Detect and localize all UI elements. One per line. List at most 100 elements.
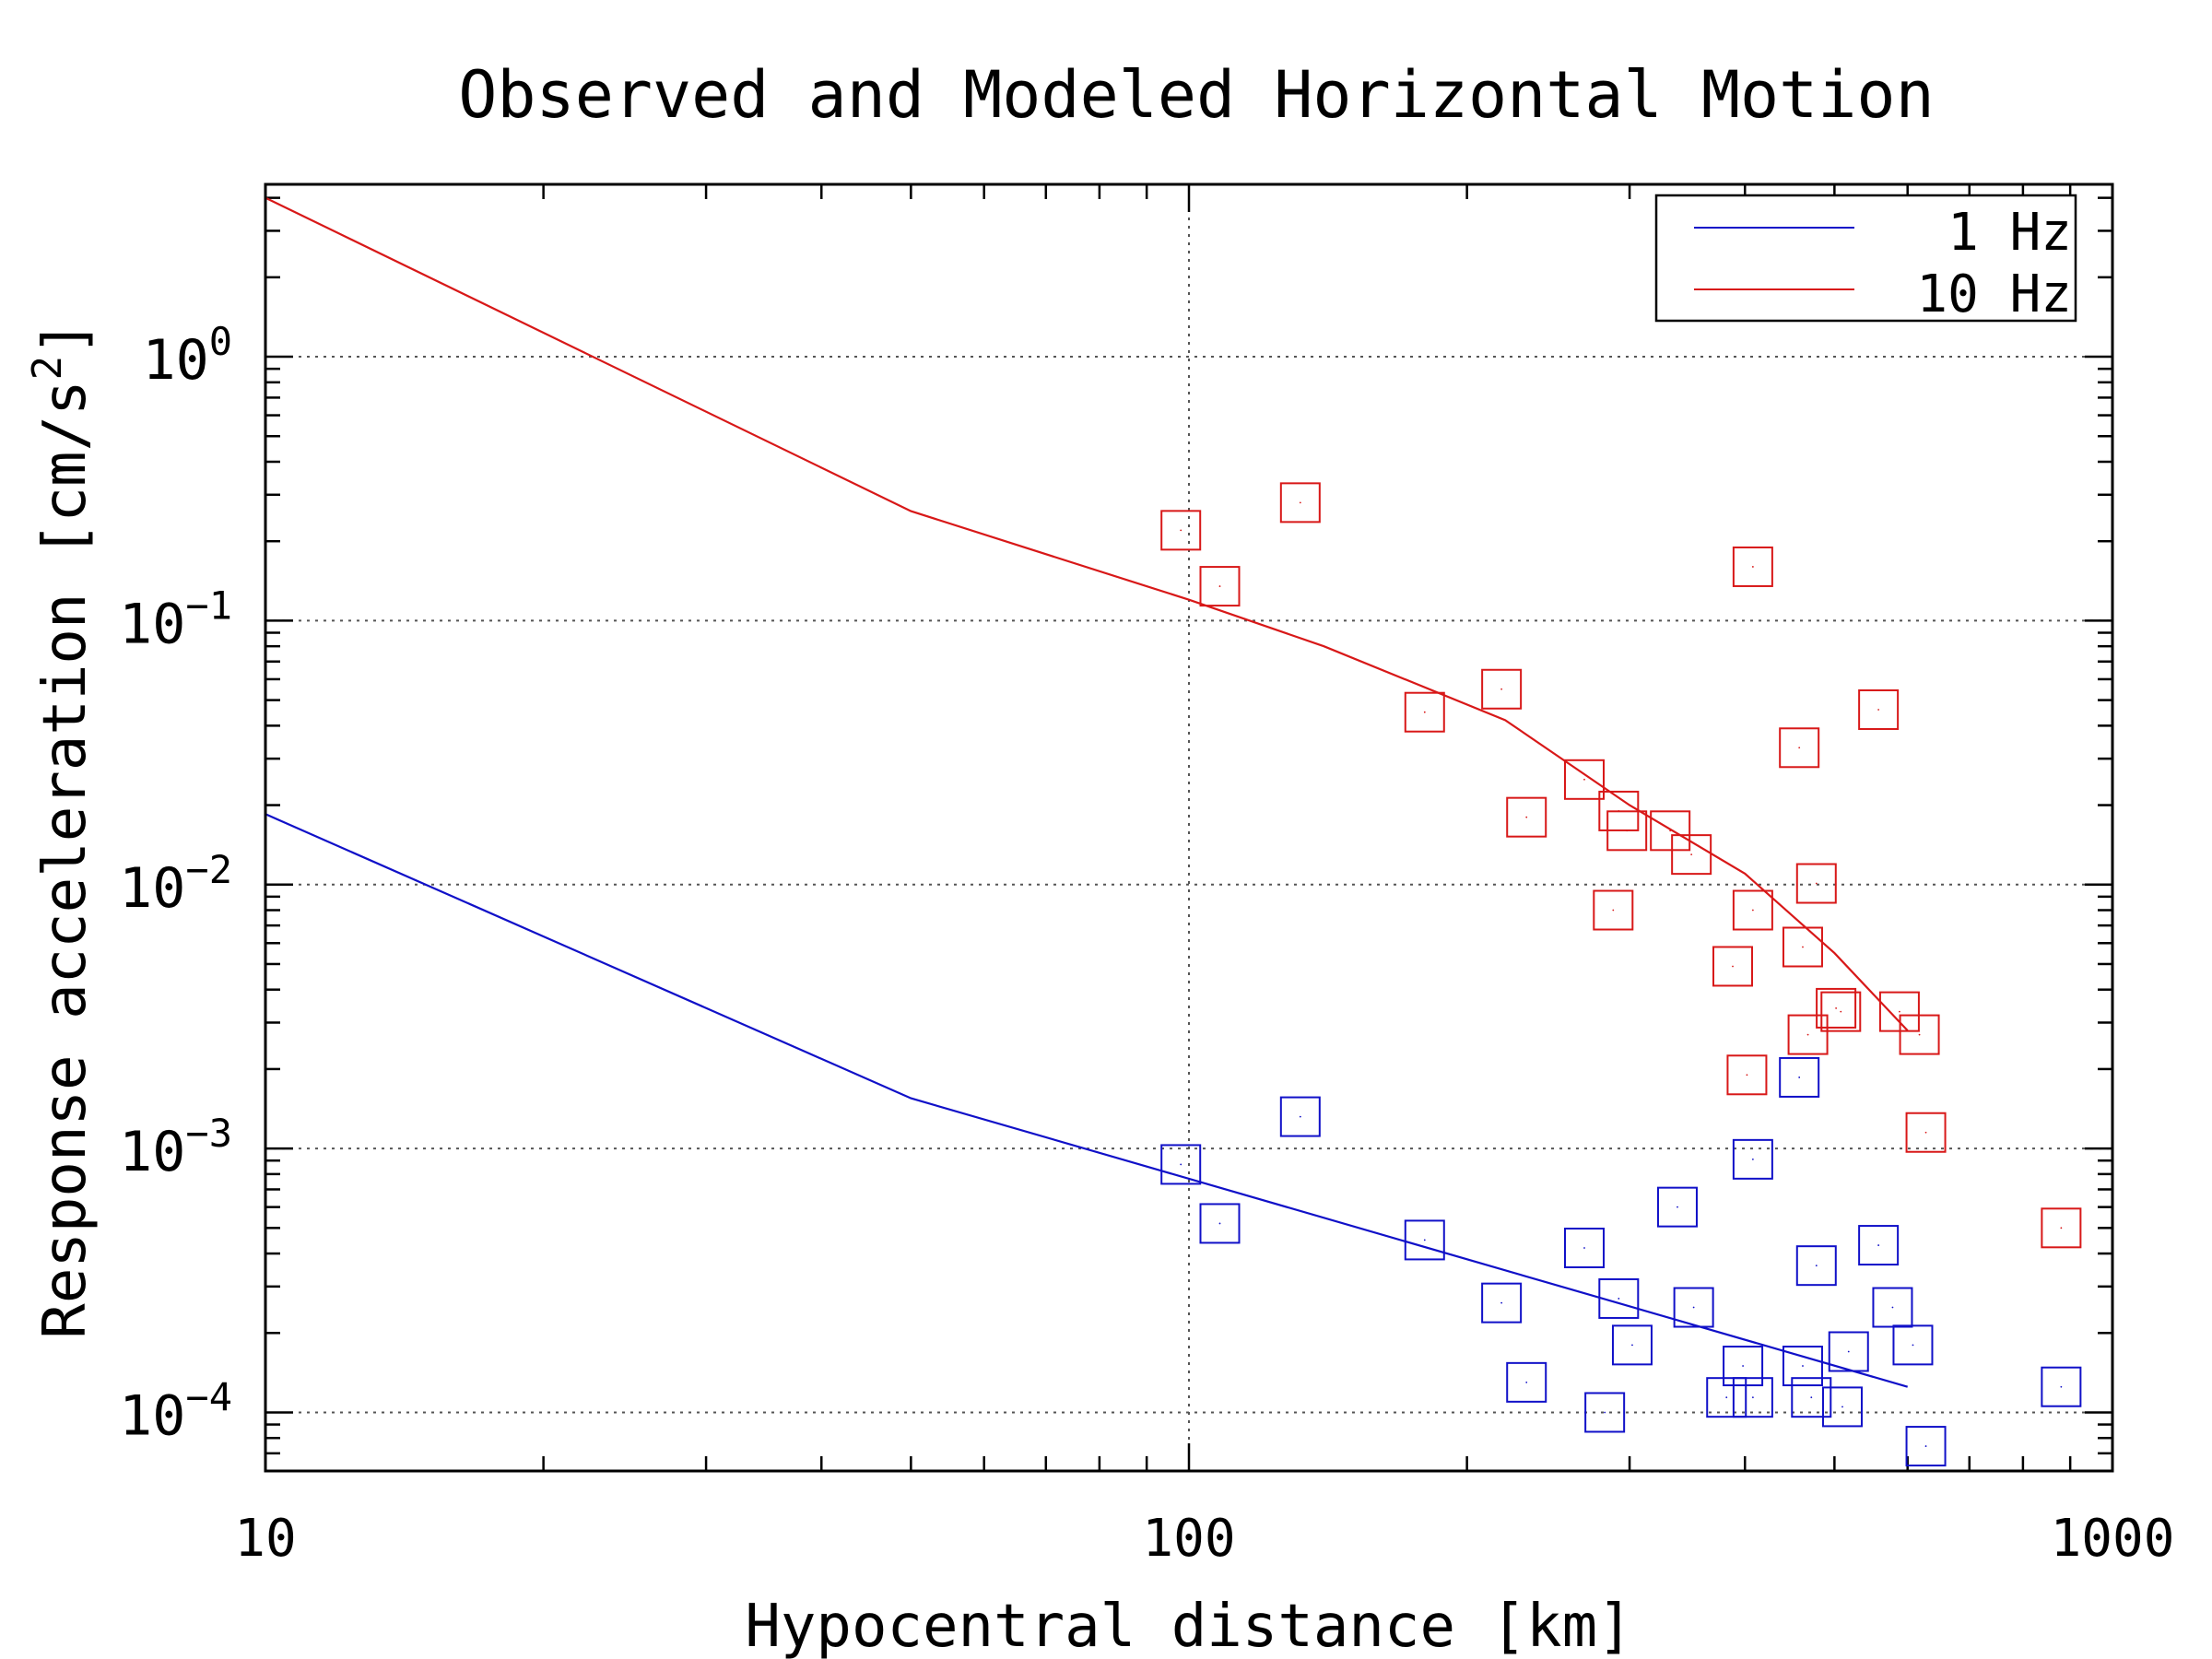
observed-10hz-point — [1563, 759, 1605, 800]
observed-1hz-point — [1782, 1346, 1823, 1387]
point-center-dot — [1180, 529, 1182, 532]
y-tick-label-base: 10 — [142, 328, 208, 393]
point-center-dot — [1751, 1158, 1754, 1160]
point-center-dot — [1806, 1033, 1809, 1036]
legend-label-1hz: 1 Hz — [1947, 203, 2072, 263]
observed-1hz-point — [1872, 1287, 1913, 1328]
observed-1hz-point — [1779, 1056, 1820, 1098]
observed-10hz-point — [1820, 991, 1862, 1032]
observed-1hz-point — [1611, 1324, 1653, 1366]
point-center-dot — [1677, 1206, 1678, 1208]
point-center-dot — [1835, 1007, 1838, 1009]
point-center-dot — [2060, 1385, 2063, 1388]
model-line-10hz — [265, 196, 1909, 1031]
point-center-dot — [1423, 1239, 1426, 1241]
point-center-dot — [1815, 882, 1818, 885]
observed-1hz-point — [1563, 1228, 1605, 1269]
point-center-dot — [1847, 1350, 1850, 1353]
point-center-dot — [1692, 1306, 1695, 1309]
point-center-dot — [1742, 1365, 1744, 1367]
point-center-dot — [1891, 1306, 1894, 1309]
y-tick-label-base: 10 — [119, 1383, 185, 1448]
tick-layer — [264, 184, 2114, 1473]
point-center-dot — [1612, 909, 1615, 912]
line-layer — [265, 196, 1909, 1388]
y-tick-label: 10−3 — [119, 1111, 232, 1184]
observed-10hz-point — [1712, 946, 1754, 987]
y-tick-label-exponent: −1 — [185, 582, 232, 628]
point-center-dot — [1802, 946, 1804, 948]
legend-box — [1654, 194, 2077, 323]
y-axis-label-main: Response acceleration [cm/s — [31, 380, 100, 1338]
point-center-dot — [1690, 853, 1693, 856]
point-center-dot — [1604, 1411, 1606, 1414]
point-center-dot — [1840, 1010, 1842, 1013]
point-center-dot — [1631, 1344, 1633, 1347]
grid-layer — [265, 184, 2112, 1471]
observed-1hz-point — [2041, 1366, 2082, 1407]
observed-1hz-point — [1723, 1346, 1764, 1387]
point-center-dot — [1751, 566, 1754, 568]
observed-10hz-point — [1160, 510, 1202, 551]
point-center-dot — [1877, 709, 1880, 711]
point-center-dot — [1918, 1033, 1921, 1036]
observed-10hz-point — [2041, 1207, 2082, 1249]
y-tick-label-exponent: −2 — [185, 847, 232, 892]
x-tick-labels: 10 100 1000 — [234, 1509, 2174, 1569]
observed-1hz-point — [1506, 1361, 1547, 1403]
observed-10hz-point — [1481, 668, 1523, 710]
point-center-dot — [1626, 830, 1629, 832]
observed-10hz-point — [1899, 1014, 1940, 1055]
point-center-dot — [1810, 1396, 1813, 1399]
observed-10hz-point — [1905, 1112, 1947, 1153]
series-layer — [1160, 482, 2082, 1467]
observed-1hz-point — [1905, 1426, 1947, 1467]
observed-10hz-point — [1593, 889, 1634, 931]
point-center-dot — [2060, 1227, 2063, 1230]
observed-10hz-point — [1787, 1014, 1829, 1055]
point-center-dot — [1525, 1381, 1528, 1383]
observed-1hz-point — [1481, 1282, 1523, 1324]
observed-1hz-point — [1821, 1386, 1863, 1428]
point-center-dot — [1798, 1077, 1801, 1078]
y-tick-label-exponent: 0 — [209, 319, 232, 364]
point-center-dot — [1180, 1163, 1182, 1166]
point-center-dot — [1751, 909, 1754, 912]
point-center-dot — [1299, 501, 1301, 504]
plot-frame — [264, 182, 2114, 1473]
observed-1hz-point — [1828, 1331, 1869, 1372]
point-center-dot — [1218, 585, 1221, 587]
point-center-dot — [1924, 1445, 1927, 1447]
observed-1hz-point — [1584, 1392, 1626, 1433]
point-center-dot — [1924, 1131, 1927, 1134]
point-center-dot — [1299, 1115, 1301, 1118]
point-center-dot — [1802, 1365, 1804, 1367]
y-tick-label-base: 10 — [119, 592, 185, 656]
y-tick-label-exponent: −4 — [185, 1374, 232, 1419]
point-center-dot — [1725, 1396, 1728, 1399]
y-axis-label-sup: 2 — [24, 356, 71, 381]
observed-10hz-point — [1726, 1054, 1768, 1096]
point-center-dot — [1746, 1074, 1748, 1077]
observed-1hz-point — [1160, 1144, 1202, 1185]
observed-1hz-point — [1199, 1203, 1241, 1244]
observed-1hz-point — [1706, 1377, 1747, 1418]
observed-1hz-point — [1732, 1377, 1773, 1418]
point-center-dot — [1500, 688, 1503, 690]
observed-10hz-point — [1732, 889, 1773, 931]
model-line-1hz — [265, 813, 1909, 1388]
observed-10hz-point — [1816, 987, 1857, 1029]
x-axis-label: Hypocentral distance [km] — [745, 1593, 1632, 1659]
observed-10hz-point — [1858, 688, 1900, 730]
observed-1hz-point — [1795, 1245, 1837, 1287]
point-center-dot — [1751, 1396, 1754, 1399]
y-axis-label: Response acceleration [cm/s2] — [24, 320, 100, 1338]
point-center-dot — [1583, 778, 1585, 781]
observed-10hz-point — [1199, 566, 1241, 607]
point-center-dot — [1525, 816, 1528, 818]
observed-10hz-point — [1404, 691, 1445, 733]
observed-1hz-point — [1732, 1138, 1773, 1180]
